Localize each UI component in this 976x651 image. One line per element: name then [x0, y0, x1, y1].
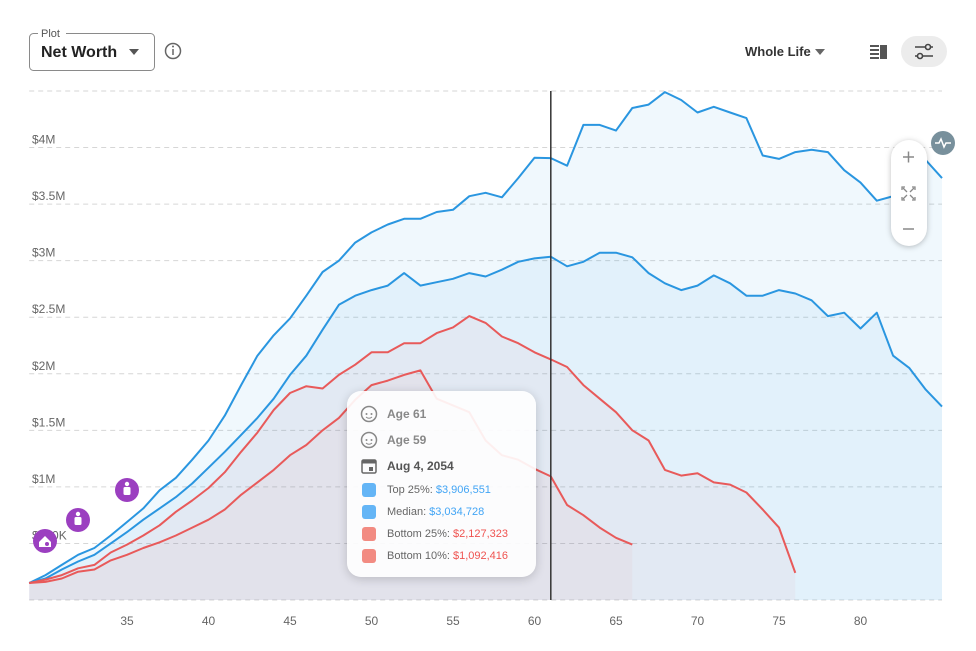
tooltip-row: Top 25%: $3,906,551: [387, 484, 491, 496]
health-marker[interactable]: [931, 131, 955, 155]
tooltip-row: Bottom 10%: $1,092,416: [387, 550, 508, 562]
tooltip-swatch: [362, 483, 376, 497]
x-tick-label: 60: [528, 614, 542, 628]
x-tick-label: 70: [691, 614, 705, 628]
x-tick-label: 80: [854, 614, 868, 628]
tooltip-label: Bottom 10%:: [387, 550, 450, 562]
tooltip-row: Bottom 25%: $2,127,323: [387, 528, 508, 540]
tooltip-swatch: [362, 549, 376, 563]
tooltip-label: Median:: [387, 506, 427, 518]
settings-button[interactable]: [901, 36, 947, 67]
x-tick-label: 45: [283, 614, 297, 628]
y-tick-label: $3M: [32, 246, 55, 260]
x-tick-label: 35: [120, 614, 134, 628]
tooltip-row: Median: $3,034,728: [387, 506, 484, 518]
plot-label: Plot: [41, 28, 60, 40]
x-tick-label: 40: [202, 614, 216, 628]
plot-select[interactable]: [29, 33, 155, 71]
tooltip-value: $3,906,551: [435, 484, 491, 496]
range-select[interactable]: Whole Life: [745, 44, 811, 59]
caret: [815, 49, 825, 55]
date-icon: [361, 459, 377, 474]
tooltip-value: $3,034,728: [429, 506, 485, 518]
zoom-reset[interactable]: [901, 186, 916, 201]
y-tick-label: $1M: [32, 472, 55, 486]
line: [28, 251, 943, 584]
x-tick-label: 55: [446, 614, 460, 628]
tooltip-date: Aug 4, 2054: [387, 459, 454, 473]
settings-icon: [915, 43, 933, 60]
y-tick-label: $3.5M: [32, 189, 65, 203]
age-icon: [360, 431, 378, 449]
line: [28, 315, 797, 584]
tooltip: Age 61 Age 59 Aug 4, 2054 Top 25%: $3,906…: [347, 391, 536, 577]
tooltip-swatch: [362, 505, 376, 519]
tooltip-value: $1,092,416: [452, 550, 509, 562]
area: [29, 92, 942, 600]
plot-value[interactable]: Net Worth: [41, 44, 117, 61]
caret: [129, 49, 139, 55]
y-tick-label: $2.5M: [32, 302, 65, 316]
tooltip-swatch: [362, 527, 376, 541]
y-tick-label: $1.5M: [32, 415, 65, 429]
label-bg: [38, 27, 66, 39]
line: [28, 91, 943, 584]
event-marker[interactable]: [115, 478, 139, 502]
y-tick-label: $4M: [32, 133, 55, 147]
y-tick-label: $2M: [32, 359, 55, 373]
tooltip-value: $2,127,323: [452, 528, 509, 540]
tooltip-age: Age 61: [387, 407, 427, 421]
event-marker[interactable]: [33, 529, 57, 553]
event-marker[interactable]: [66, 508, 90, 532]
table-view-button[interactable]: [870, 45, 887, 59]
zoom-panel: [891, 140, 927, 246]
info-icon[interactable]: [164, 42, 182, 60]
tooltip-age: Age 59: [387, 433, 427, 447]
age-icon: [360, 405, 378, 423]
x-tick-label: 50: [365, 614, 379, 628]
tooltip-label: Top 25%:: [387, 484, 433, 496]
x-tick-label: 75: [772, 614, 786, 628]
tooltip-label: Bottom 25%:: [387, 528, 450, 540]
x-tick-label: 65: [609, 614, 623, 628]
zoom-in[interactable]: [903, 151, 914, 163]
